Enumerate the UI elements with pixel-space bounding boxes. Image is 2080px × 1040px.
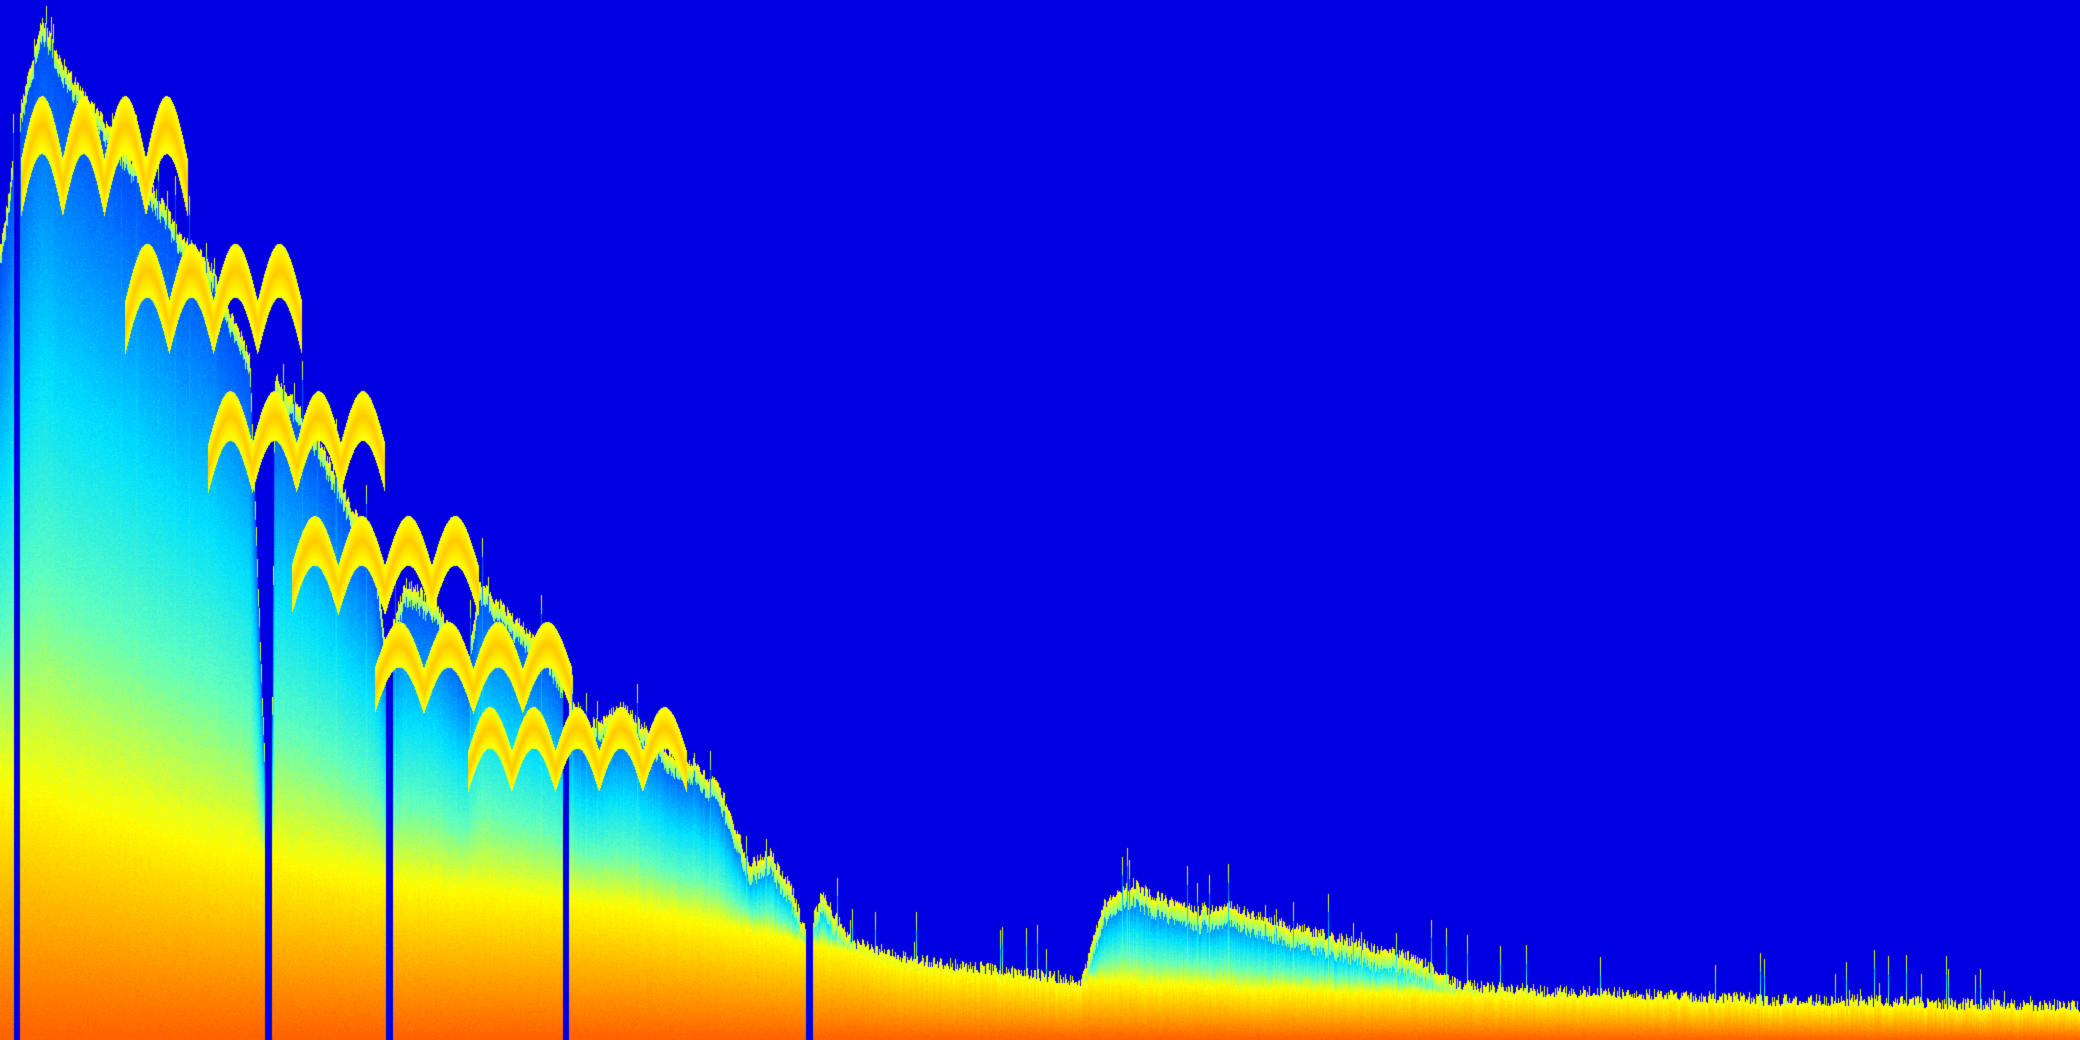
spectrogram-heatmap [0,0,2080,1040]
